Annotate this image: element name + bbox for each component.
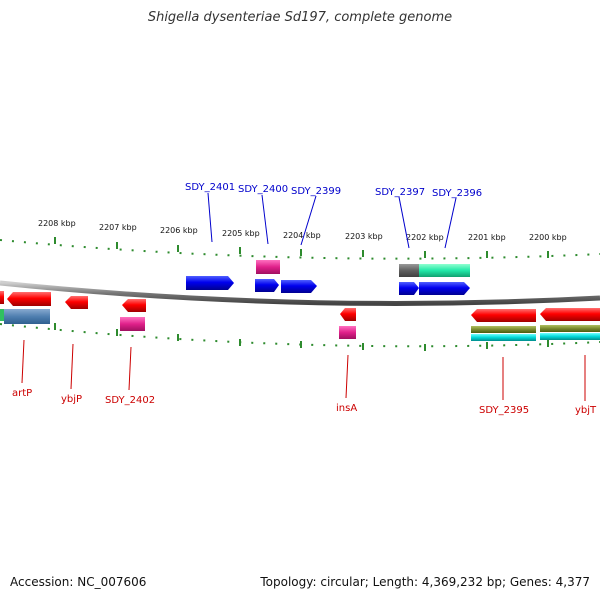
cyan-feature-2[interactable] [540,333,600,340]
repeat-region-feature[interactable] [399,264,420,277]
gene-ybjT[interactable] [540,308,600,321]
gene-label: SDY_2397 [375,187,425,198]
misc-feature[interactable] [419,264,470,277]
gene-label: SDY_2396 [432,188,482,199]
gene-SDY_2399[interactable] [281,280,317,293]
lower-tick-ring [0,323,600,351]
tick-label: 2204 kbp [283,231,321,240]
gene-label: SDY_2401 [185,182,235,193]
gene-SDY_2402[interactable] [122,299,146,312]
gene-insA[interactable] [340,308,356,321]
gene-SDY_2396[interactable] [419,282,470,295]
reverse-gene-labels: artP ybjP SDY_2402 insA SDY_2395 ybjT [12,388,597,416]
tick-label: 2203 kbp [345,232,383,241]
steel-feature[interactable] [4,309,50,324]
pseudogene-feature-3[interactable] [339,326,356,339]
gene-label: artP [12,388,32,399]
cyan-feature[interactable] [471,334,536,341]
olive-feature-2[interactable] [540,325,600,332]
upper-tick-ring [0,237,600,260]
gene-SDY_2401[interactable] [186,276,234,290]
pseudogene-feature[interactable] [256,260,280,274]
scale-labels: 2208 kbp 2207 kbp 2206 kbp 2205 kbp 2204… [38,219,567,242]
partial-misc-feature[interactable] [0,309,4,321]
pseudogene-feature-2[interactable] [120,317,145,331]
reverse-leader-lines [21,339,586,401]
tick-label: 2202 kbp [406,233,444,242]
gene-label: SDY_2400 [238,184,288,195]
gene-label: SDY_2395 [479,405,529,416]
gene-artP[interactable] [7,292,51,306]
gene-SDY_2400[interactable] [255,279,279,292]
gene-SDY_2395[interactable] [471,309,536,322]
tick-label: 2201 kbp [468,233,506,242]
gene-label: SDY_2402 [105,395,155,406]
gene-label: SDY_2399 [291,186,341,197]
gene-SDY_2397[interactable] [399,282,419,295]
genome-backbone [0,280,600,306]
gene-label: insA [336,403,357,414]
gene-ybjP[interactable] [65,296,88,309]
tick-label: 2208 kbp [38,219,76,228]
gene-label: ybjP [61,394,82,405]
gene-label: ybjT [575,405,597,416]
olive-feature[interactable] [471,326,536,333]
forward-leader-lines [207,192,457,249]
accession-text: Accession: NC_007606 [10,575,147,589]
tick-label: 2206 kbp [160,226,198,235]
partial-gene-feature[interactable] [0,291,4,304]
forward-gene-labels: SDY_2401 SDY_2400 SDY_2399 SDY_2397 SDY_… [185,182,482,199]
tick-label: 2205 kbp [222,229,260,238]
tick-label: 2207 kbp [99,223,137,232]
forward-features [186,260,470,295]
reverse-features [0,291,600,341]
map-title: Shigella dysenteriae Sd197, complete gen… [147,10,453,25]
tick-label: 2200 kbp [529,233,567,242]
topology-text: Topology: circular; Length: 4,369,232 bp… [260,575,590,589]
